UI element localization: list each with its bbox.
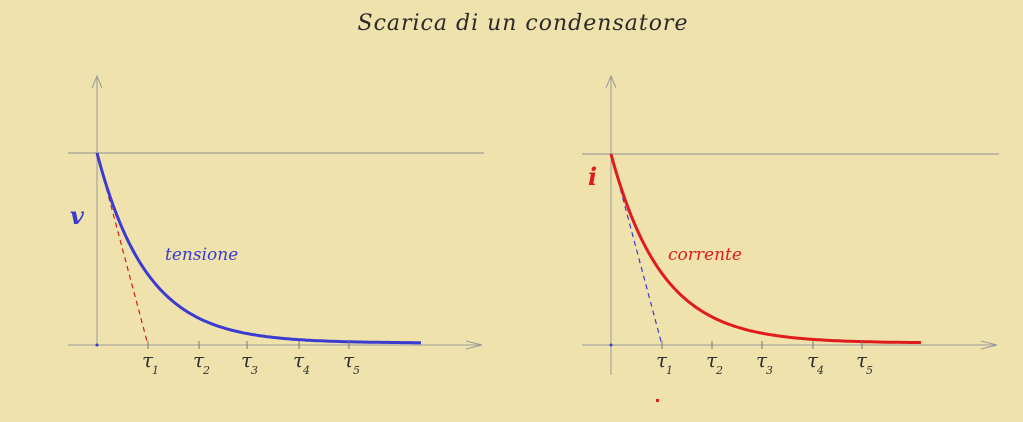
voltage-graph: v tensione τ1 τ2 τ3 τ4 τ5 xyxy=(68,74,484,377)
current-origin xyxy=(609,343,613,347)
tau-subscript-3: 3 xyxy=(766,364,773,377)
voltage-x-arrow xyxy=(465,340,483,350)
tau-label-1: τ xyxy=(656,348,668,372)
current-curve xyxy=(609,153,922,345)
voltage-origin xyxy=(95,343,99,347)
tau-label-5: τ xyxy=(343,348,355,372)
tau-label-2: τ xyxy=(193,348,205,372)
tau-subscript-5: 5 xyxy=(866,364,873,377)
tau-label-2: τ xyxy=(706,348,718,372)
voltage-curve-label: tensione xyxy=(165,245,238,265)
tau-label-4: τ xyxy=(807,348,819,372)
voltage-variable-label: v xyxy=(70,201,85,230)
current-graph: i corrente τ1 τ2 τ3 τ4 τ5 xyxy=(582,74,999,402)
tau-subscript-2: 2 xyxy=(715,364,723,377)
tau-subscript-1: 1 xyxy=(152,364,159,377)
voltage-tangent-line xyxy=(96,152,149,346)
tau-label-3: τ xyxy=(241,348,253,372)
stray-dot xyxy=(656,399,659,402)
tau-subscript-4: 4 xyxy=(302,364,310,377)
current-y-arrow xyxy=(605,74,617,89)
current-curve-label: corrente xyxy=(668,245,742,265)
tau-subscript-4: 4 xyxy=(816,364,824,377)
voltage-tau-ticks: τ1 τ2 τ3 τ4 τ5 xyxy=(142,341,360,377)
current-x-arrow xyxy=(980,340,998,350)
tau-subscript-2: 2 xyxy=(202,364,210,377)
tau-label-3: τ xyxy=(756,348,768,372)
current-variable-label: i xyxy=(588,162,597,191)
tau-label-5: τ xyxy=(856,348,868,372)
tau-subscript-3: 3 xyxy=(251,364,258,377)
diagram-title: Scarica di un condensatore xyxy=(358,11,689,36)
tau-subscript-5: 5 xyxy=(353,364,360,377)
voltage-curve xyxy=(95,152,421,345)
current-tangent-line xyxy=(610,153,663,346)
voltage-y-arrow xyxy=(91,74,103,89)
tau-label-1: τ xyxy=(142,348,154,372)
tau-label-4: τ xyxy=(293,348,305,372)
current-tau-ticks: τ1 τ2 τ3 τ4 τ5 xyxy=(656,341,873,377)
tau-subscript-1: 1 xyxy=(666,364,673,377)
